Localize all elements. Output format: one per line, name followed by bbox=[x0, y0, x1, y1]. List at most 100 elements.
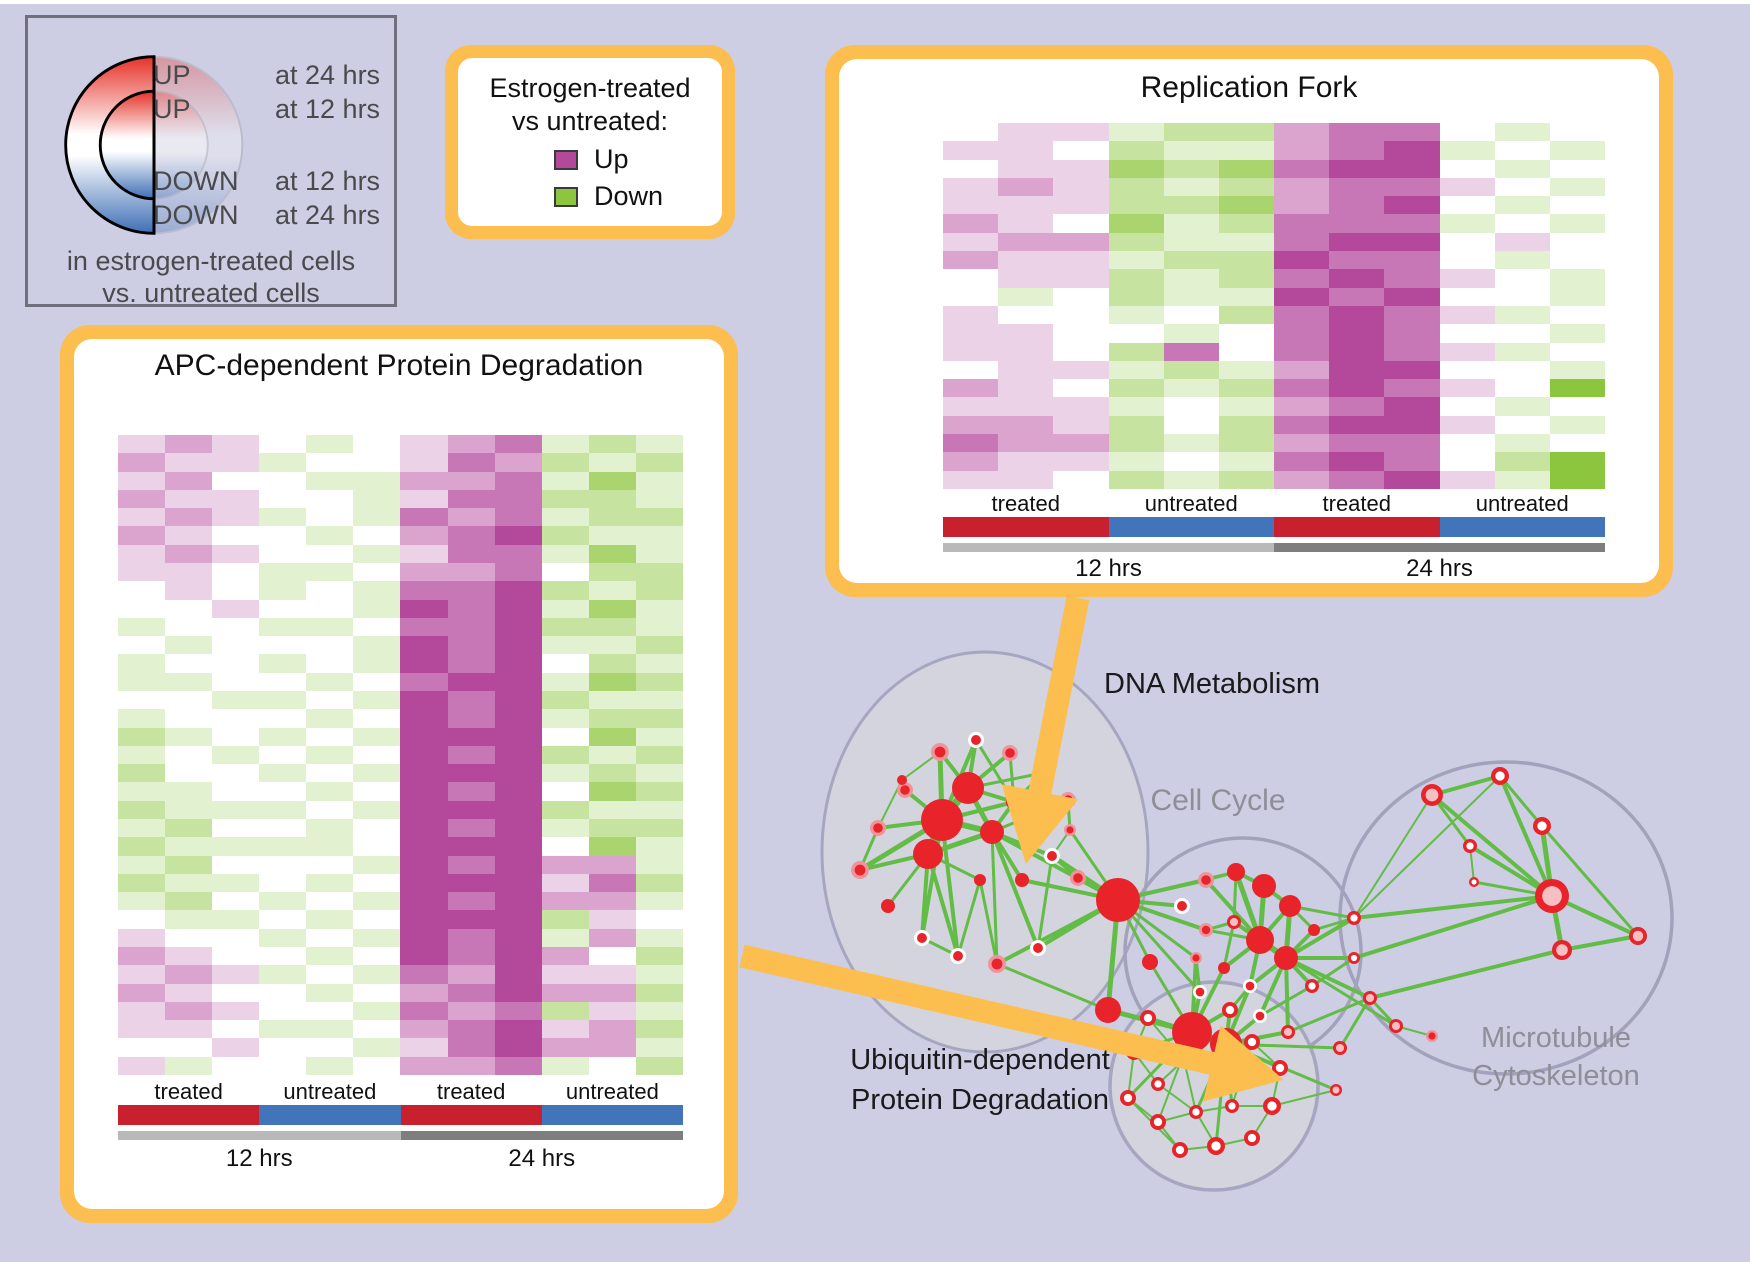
heatmap-cell bbox=[1384, 397, 1440, 416]
heatmap-cell bbox=[1439, 214, 1495, 233]
heatmap-cell bbox=[165, 727, 213, 746]
heatmap-cell bbox=[447, 544, 495, 563]
heatmap-cell bbox=[541, 544, 589, 563]
heatmap-cell bbox=[494, 581, 542, 600]
heatmap-cell bbox=[212, 489, 260, 509]
rf-cond-untreated-24: untreated bbox=[1475, 491, 1569, 516]
heatmap-cell bbox=[588, 709, 636, 728]
heatmap-cell bbox=[1053, 470, 1109, 489]
ring-legend-box: UP at 24 hrs UP at 12 hrs DOWN at 12 hrs… bbox=[25, 15, 397, 308]
heatmap-cell bbox=[943, 269, 999, 288]
heatmap-cell bbox=[1274, 305, 1330, 325]
heatmap-cell bbox=[541, 910, 589, 929]
heatmap-cell bbox=[588, 947, 636, 966]
heatmap-cell bbox=[1053, 159, 1109, 178]
heatmap-cell bbox=[635, 965, 683, 984]
heatmap-cell bbox=[635, 764, 683, 783]
heatmap-cell bbox=[1549, 452, 1605, 471]
updown-legend-title: Estrogen-treated vs untreated: bbox=[458, 72, 722, 138]
up-color-swatch bbox=[554, 149, 578, 170]
heatmap-cell bbox=[118, 672, 166, 691]
heatmap-cell bbox=[447, 892, 495, 911]
heatmap-cell bbox=[494, 563, 542, 582]
heatmap-cell bbox=[118, 691, 166, 710]
heatmap-cell bbox=[353, 672, 401, 691]
heatmap-cell bbox=[635, 800, 683, 819]
time-24h-bar-segment bbox=[400, 1131, 683, 1140]
heatmap-cell bbox=[118, 563, 166, 582]
heatmap-cell bbox=[494, 873, 542, 893]
heatmap-cell bbox=[1329, 452, 1385, 471]
heatmap-cell bbox=[118, 873, 166, 893]
apc-cond-untreated-24: untreated bbox=[565, 1079, 659, 1104]
heatmap-cell bbox=[541, 471, 589, 490]
heatmap-cell bbox=[118, 855, 166, 874]
heatmap-cell bbox=[588, 892, 636, 911]
heatmap-cell bbox=[1163, 214, 1219, 233]
heatmap-cell bbox=[1163, 452, 1219, 471]
heatmap-cell bbox=[212, 983, 260, 1002]
heatmap-cell bbox=[447, 489, 495, 509]
heatmap-cell bbox=[1329, 324, 1385, 343]
heatmap-cell bbox=[400, 837, 448, 856]
heatmap-cell bbox=[400, 471, 448, 490]
heatmap-cell bbox=[541, 617, 589, 637]
heatmap-cell bbox=[165, 800, 213, 819]
heatmap-cell bbox=[494, 855, 542, 874]
heatmap-cell bbox=[1218, 305, 1274, 325]
heatmap-cell bbox=[400, 508, 448, 527]
heatmap-cell bbox=[588, 1020, 636, 1039]
heatmap-cell bbox=[400, 435, 448, 454]
rf-24hrs-label: 24 hrs bbox=[1406, 555, 1473, 582]
ring-label-up-24: UP bbox=[153, 60, 191, 90]
heatmap-cell bbox=[541, 873, 589, 893]
heatmap-cell bbox=[1494, 196, 1550, 215]
heatmap-cell bbox=[541, 1056, 589, 1075]
heatmap-cell bbox=[1108, 269, 1164, 288]
heatmap-cell bbox=[165, 892, 213, 911]
heatmap-cell bbox=[1218, 434, 1274, 453]
apc-time-labels: 12 hrs 24 hrs bbox=[118, 1145, 683, 1173]
heatmap-cell bbox=[1053, 123, 1109, 142]
heatmap-cell bbox=[306, 435, 354, 454]
heatmap-cell bbox=[1163, 324, 1219, 343]
treated-bar-segment bbox=[400, 1105, 542, 1125]
heatmap-cell bbox=[1163, 287, 1219, 306]
heatmap-cell bbox=[400, 855, 448, 874]
heatmap-cell bbox=[212, 928, 260, 947]
heatmap-cell bbox=[447, 709, 495, 728]
heatmap-cell bbox=[1274, 196, 1330, 215]
heatmap-cell bbox=[635, 709, 683, 728]
heatmap-cell bbox=[400, 764, 448, 783]
heatmap-cell bbox=[259, 873, 307, 893]
heatmap-cell bbox=[353, 1056, 401, 1075]
heatmap-cell bbox=[353, 453, 401, 472]
heatmap-cell bbox=[1329, 159, 1385, 178]
heatmap-cell bbox=[1218, 251, 1274, 270]
heatmap-cell bbox=[400, 636, 448, 655]
heatmap-cell bbox=[1439, 360, 1495, 380]
heatmap-cell bbox=[588, 435, 636, 454]
heatmap-cell bbox=[635, 599, 683, 618]
heatmap-cell bbox=[1384, 196, 1440, 215]
heatmap-cell bbox=[400, 672, 448, 691]
heatmap-cell bbox=[353, 526, 401, 545]
heatmap-cell bbox=[400, 727, 448, 746]
heatmap-cell bbox=[1439, 379, 1495, 398]
rf-cond-untreated-12: untreated bbox=[1144, 491, 1238, 516]
heatmap-cell bbox=[1439, 434, 1495, 453]
heatmap-cell bbox=[212, 581, 260, 600]
heatmap-cell bbox=[306, 892, 354, 911]
heatmap-cell bbox=[1163, 159, 1219, 178]
rf-12hrs-label: 12 hrs bbox=[1075, 555, 1142, 582]
heatmap-cell bbox=[1163, 141, 1219, 160]
heatmap-cell bbox=[353, 489, 401, 509]
heatmap-cell bbox=[118, 910, 166, 929]
heatmap-cell bbox=[1549, 196, 1605, 215]
heatmap-cell bbox=[588, 983, 636, 1002]
treated-bar-segment bbox=[118, 1105, 260, 1125]
heatmap-cell bbox=[212, 672, 260, 691]
heatmap-cell bbox=[998, 379, 1054, 398]
apc-panel-inner: APC-dependent Protein Degradation treate… bbox=[74, 339, 724, 1209]
heatmap-cell bbox=[943, 360, 999, 380]
